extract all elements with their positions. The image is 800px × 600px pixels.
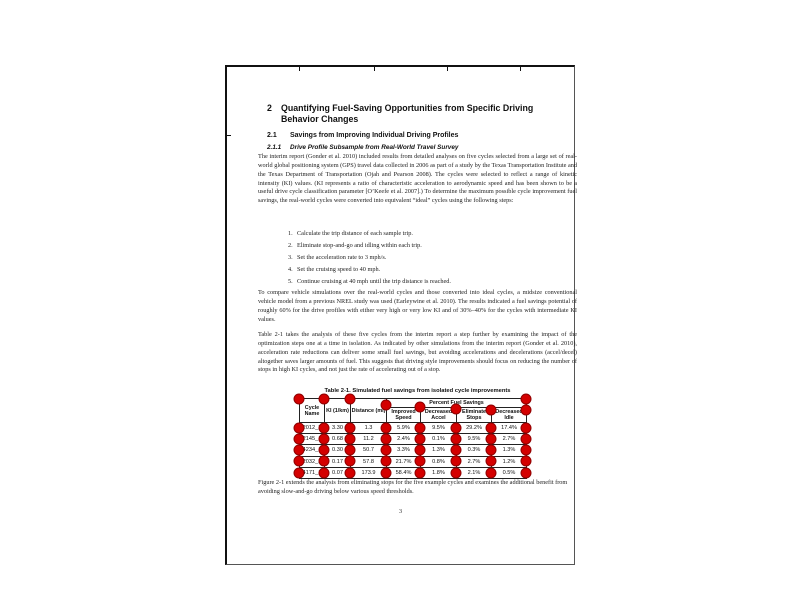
marker-dot[interactable]: [344, 393, 356, 405]
marker-dot[interactable]: [450, 455, 462, 467]
marker-dot[interactable]: [450, 422, 462, 434]
ruler-tick: [520, 67, 521, 71]
marker-dot[interactable]: [520, 404, 532, 416]
marker-dot[interactable]: [485, 455, 497, 467]
subsection-title: Savings from Improving Individual Drivin…: [290, 132, 459, 139]
fuel-savings-table: Cycle Name KI (1/km) Distance (mi) Perce…: [299, 398, 528, 479]
list-item-text: Continue cruising at 40 mph until the tr…: [297, 278, 451, 285]
page-number: 3: [398, 508, 403, 515]
marker-dot[interactable]: [344, 455, 356, 467]
marker-dot[interactable]: [380, 399, 392, 411]
list-item: 4. Set the cruising speed to 40 mph.: [288, 266, 568, 278]
marker-dot[interactable]: [485, 404, 497, 416]
marker-dot[interactable]: [485, 467, 497, 479]
subsection-heading: 2.1 Savings from Improving Individual Dr…: [267, 132, 567, 140]
marker-dot[interactable]: [414, 467, 426, 479]
section-heading: 2 Quantifying Fuel-Saving Opportunities …: [267, 103, 567, 124]
marker-dot[interactable]: [293, 433, 305, 445]
marker-dot[interactable]: [450, 467, 462, 479]
marker-dot[interactable]: [520, 433, 532, 445]
marker-dot[interactable]: [293, 393, 305, 405]
marker-dot[interactable]: [318, 422, 330, 434]
paragraph-compare: To compare vehicle simulations over the …: [258, 289, 577, 323]
marker-dot[interactable]: [450, 444, 462, 456]
marker-dot[interactable]: [485, 433, 497, 445]
marker-dot[interactable]: [380, 422, 392, 434]
marker-dot[interactable]: [293, 455, 305, 467]
marker-dot[interactable]: [344, 467, 356, 479]
section-number: 2: [267, 103, 272, 113]
marker-dot[interactable]: [450, 403, 462, 415]
marker-dot[interactable]: [318, 393, 330, 405]
steps-list: 1. Calculate the trip distance of each sa…: [288, 230, 568, 290]
list-item: 5. Continue cruising at 40 mph until the …: [288, 278, 568, 290]
ruler-tick: [447, 67, 448, 71]
marker-dot[interactable]: [485, 422, 497, 434]
marker-dot[interactable]: [293, 467, 305, 479]
list-item-number: 3.: [288, 254, 293, 261]
list-item-text: Set the acceleration rate to 3 mph/s.: [297, 254, 387, 261]
marker-dot[interactable]: [520, 444, 532, 456]
ruler-tick: [299, 67, 300, 71]
marker-dot[interactable]: [380, 433, 392, 445]
marker-dot[interactable]: [293, 422, 305, 434]
document-page: 2 Quantifying Fuel-Saving Opportunities …: [225, 65, 577, 565]
subsubsection-heading: 2.1.1 Drive Profile Subsample from Real-…: [267, 144, 567, 151]
marker-dot[interactable]: [318, 444, 330, 456]
marker-dot[interactable]: [293, 444, 305, 456]
marker-dot[interactable]: [380, 455, 392, 467]
marker-dot[interactable]: [318, 455, 330, 467]
list-item-number: 1.: [288, 230, 293, 237]
marker-dot[interactable]: [520, 455, 532, 467]
paragraph-figure-note: Figure 2-1 extends the analysis from eli…: [258, 479, 568, 495]
marker-dot[interactable]: [520, 467, 532, 479]
list-item-text: Set the cruising speed to 40 mph.: [297, 266, 381, 273]
table-row: 2032_2 0.17 57.8 21.7% 0.8% 2.7% 1.2%: [299, 455, 528, 468]
marker-dot[interactable]: [520, 393, 532, 405]
list-item-number: 2.: [288, 242, 293, 249]
marker-dot[interactable]: [344, 433, 356, 445]
marker-dot[interactable]: [520, 422, 532, 434]
paragraph-analysis: Table 2-1 takes the analysis of these fi…: [258, 331, 577, 374]
marker-dot[interactable]: [344, 444, 356, 456]
marker-overlay: [227, 67, 574, 564]
ruler-tick: [374, 67, 375, 71]
marker-dot[interactable]: [318, 433, 330, 445]
marker-dot[interactable]: [344, 422, 356, 434]
list-item: 3. Set the acceleration rate to 3 mph/s.: [288, 254, 568, 266]
list-item-text: Calculate the trip distance of each samp…: [297, 230, 413, 237]
table-caption: Table 2-1. Simulated fuel savings from i…: [324, 388, 511, 394]
marker-dot[interactable]: [414, 444, 426, 456]
marker-dot[interactable]: [414, 422, 426, 434]
marker-dot[interactable]: [318, 467, 330, 479]
subsubsection-number: 2.1.1: [267, 144, 282, 151]
marker-dot[interactable]: [485, 444, 497, 456]
marker-dot[interactable]: [380, 467, 392, 479]
marker-dot[interactable]: [380, 444, 392, 456]
subsection-number: 2.1: [267, 132, 277, 139]
marker-dot[interactable]: [450, 433, 462, 445]
ruler-tick: [227, 135, 231, 136]
marker-dot[interactable]: [414, 401, 426, 413]
list-item-number: 5.: [288, 278, 293, 285]
marker-dot[interactable]: [414, 433, 426, 445]
list-item: 1. Calculate the trip distance of each sa…: [288, 230, 568, 242]
list-item: 2. Eliminate stop-and-go and idling withi…: [288, 242, 568, 254]
table-row: 2012_2 3.30 1.3 5.9% 9.5% 29.2% 17.4%: [299, 421, 528, 435]
section-title: Quantifying Fuel-Saving Opportunities fr…: [281, 103, 534, 124]
list-item-number: 4.: [288, 266, 293, 273]
paragraph-intro: The interim report (Gonder et al. 2010) …: [258, 153, 577, 205]
subsubsection-title: Drive Profile Subsample from Real-World …: [290, 144, 459, 151]
marker-dot[interactable]: [414, 455, 426, 467]
list-item-text: Eliminate stop-and-go and idling within …: [297, 242, 422, 249]
